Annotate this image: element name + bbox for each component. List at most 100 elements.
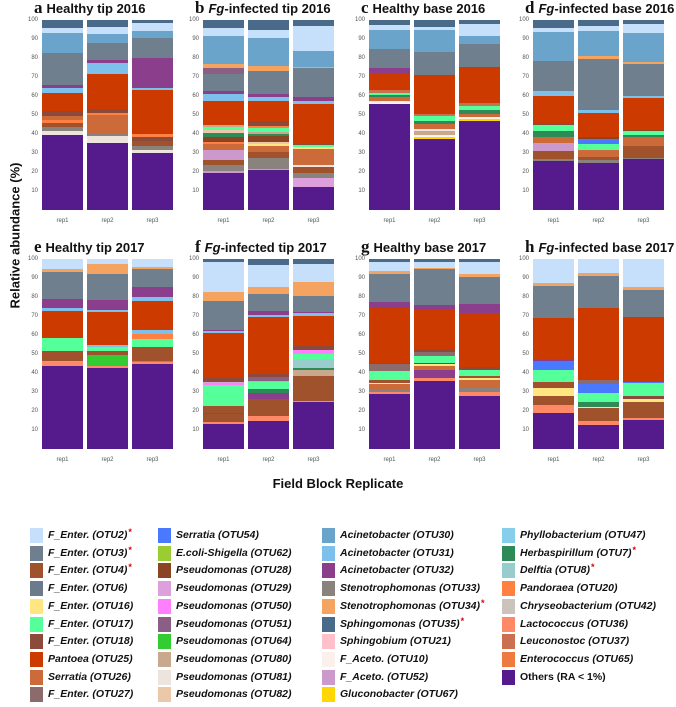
bar-segment-otu18 (293, 346, 334, 351)
bar-segment-otu2 (203, 261, 244, 293)
legend-swatch (30, 616, 43, 632)
y-tick-label: 80 (522, 293, 529, 300)
legend-item: Stenotrophomonas (OTU34) * (322, 598, 485, 614)
bar-segment-otu34 (459, 273, 500, 278)
legend-item: Pseudomonas (OTU82) (158, 687, 292, 703)
y-tick-label: 90 (522, 35, 529, 42)
bar-segment-otu17 (203, 127, 244, 131)
bar-segment-otu35 (42, 19, 83, 28)
legend-label: Pandoraea (OTU20) (520, 582, 618, 595)
x-tick-label: rep1 (383, 457, 396, 463)
significance-asterisk: * (128, 527, 132, 537)
bar-segment-otu80 (293, 369, 334, 376)
stacked-bar (132, 19, 173, 210)
bar-segment-otu33 (132, 146, 173, 151)
bar-segment-otu2 (578, 258, 619, 274)
y-tick-label: 40 (192, 130, 199, 137)
legend-swatch (158, 545, 171, 561)
bar-segment-otu81 (369, 100, 410, 102)
bar-segment-otu28 (203, 136, 244, 142)
bar-segment-otu3 (42, 272, 83, 299)
bar-segment-otu35 (414, 19, 455, 27)
bar-segment-otu26 (578, 149, 619, 157)
bar-segment-otu2 (533, 258, 574, 283)
legend-label: Acinetobacter (OTU32) (340, 564, 454, 577)
bar-segment-otu32 (87, 299, 128, 311)
bar-segment-otu33 (248, 157, 289, 170)
bar-segment-otu2 (623, 23, 664, 34)
bar-segment-otu34 (623, 286, 664, 291)
bar-segment-otu18 (533, 122, 574, 126)
bar-segment-otu17 (293, 145, 334, 148)
bar-segment-otu2 (87, 258, 128, 264)
legend-label: Pseudomonas (OTU81) (176, 670, 292, 683)
stacked-bar (248, 258, 289, 449)
bar-segment-otu3 (87, 273, 128, 300)
bar-segment-otu31 (132, 329, 173, 335)
bar-segment-otu30 (414, 29, 455, 53)
bar-segment-otu2 (414, 26, 455, 30)
stacked-bar (459, 258, 500, 449)
bar-segment-otu17 (132, 338, 173, 348)
bar-segment-otu26 (87, 114, 128, 134)
bar-segment-otu7 (459, 109, 500, 115)
stacked-bar (414, 258, 455, 449)
legend-item: F_Enter. (OTU3) * (30, 545, 132, 561)
bar-segment-otu3 (578, 58, 619, 111)
bar-segment-otu2 (533, 27, 574, 33)
bar-segment-otu26 (459, 379, 500, 389)
bar-segment-otu36 (132, 361, 173, 365)
legend-swatch (158, 616, 171, 632)
stacked-bar (293, 19, 334, 210)
bar-segment-otu32 (248, 93, 289, 97)
bar-segment-otu17 (42, 337, 83, 352)
panel-title-text: -infected tip 2016 (224, 1, 331, 16)
y-tick-label: 100 (354, 255, 365, 262)
y-tick-label: 30 (358, 149, 365, 156)
stacked-bar (623, 19, 664, 210)
bar-segment-otu81 (293, 165, 334, 168)
panel-title-f: f Fg-infected tip 2017 (195, 238, 327, 255)
y-tick-label: 10 (31, 426, 38, 433)
bar-segment-otu35 (293, 258, 334, 264)
bar-segment-others (459, 120, 500, 210)
legend-swatch (502, 528, 515, 543)
bar-segment-otu4 (533, 395, 574, 406)
legend-item: Pseudomonas (OTU80) (158, 651, 292, 667)
bar-segment-otu35 (248, 19, 289, 31)
bar-segment-otu3 (293, 68, 334, 97)
bar-segment-otu35 (203, 19, 244, 28)
bar-segment-otu30 (87, 33, 128, 43)
y-tick-label: 20 (31, 407, 38, 414)
y-tick-label: 30 (31, 388, 38, 395)
bar-segment-otu2 (369, 24, 410, 30)
bar-segment-otu4 (578, 407, 619, 422)
y-tick-label: 90 (192, 274, 199, 281)
y-tick-label: 70 (358, 312, 365, 319)
bar-segment-otu3 (369, 48, 410, 68)
bar-segment-otu32 (293, 96, 334, 101)
legend-swatch (322, 581, 335, 597)
x-tick-label: rep1 (56, 457, 69, 463)
bar-segment-otu34 (132, 266, 173, 270)
stacked-bar (203, 19, 244, 210)
bar-segment-otu25 (459, 312, 500, 368)
bar-segment-otu26 (414, 123, 455, 130)
bar-segment-otu30 (533, 32, 574, 61)
y-tick-label: 80 (31, 293, 38, 300)
panel-letter: h (525, 237, 535, 256)
stacked-bar (87, 258, 128, 449)
legend-swatch (158, 598, 171, 614)
bar-segment-otu82 (248, 141, 289, 145)
x-tick-label: rep2 (262, 457, 275, 463)
panel-letter: a (34, 0, 43, 17)
bar-segment-otu2 (293, 263, 334, 282)
bar-segment-otu34 (578, 55, 619, 59)
legend-label: Others (RA < 1%) (520, 670, 606, 683)
y-tick-label: 90 (358, 274, 365, 281)
x-tick-label: rep3 (146, 218, 159, 224)
y-tick-label: 20 (522, 407, 529, 414)
panel-title-c: c Healthy base 2016 (361, 0, 485, 16)
legend-label: Lactococcus (OTU36) (520, 617, 628, 630)
x-tick-label: rep1 (56, 218, 69, 224)
